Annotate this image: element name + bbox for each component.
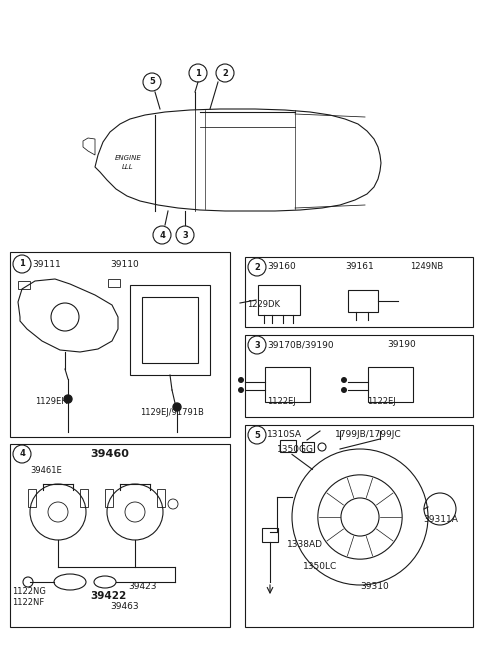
Text: 1: 1 [19, 260, 25, 269]
Text: 39422: 39422 [90, 591, 126, 601]
Circle shape [238, 377, 244, 383]
Bar [80, 489, 88, 507]
Text: 4: 4 [159, 231, 165, 240]
Text: 39170B/39190: 39170B/39190 [267, 340, 334, 349]
Bar [108, 279, 120, 287]
Text: 39160: 39160 [267, 262, 296, 271]
Bar [280, 440, 296, 452]
Text: 1799JB/1799JC: 1799JB/1799JC [335, 430, 402, 439]
Text: LLL: LLL [122, 164, 134, 170]
Text: 39310: 39310 [360, 582, 389, 591]
Bar [28, 489, 36, 507]
Text: 1350GG: 1350GG [277, 445, 314, 454]
Text: 39461E: 39461E [30, 466, 62, 475]
Text: 1338AD: 1338AD [287, 540, 323, 549]
Bar [348, 290, 378, 312]
Text: 39161: 39161 [345, 262, 374, 271]
Text: 3: 3 [254, 340, 260, 350]
Bar [368, 367, 413, 402]
Circle shape [341, 387, 347, 393]
Bar [262, 528, 278, 542]
Bar [258, 285, 300, 315]
Text: 5: 5 [149, 78, 155, 87]
Text: 39110: 39110 [110, 260, 139, 269]
Bar [18, 281, 30, 289]
Bar [10, 444, 230, 627]
Text: 2: 2 [254, 263, 260, 271]
Text: 1: 1 [195, 68, 201, 78]
Text: 39463: 39463 [110, 602, 139, 611]
Bar [245, 425, 473, 627]
Text: ENGINE: ENGINE [115, 155, 142, 161]
Bar [130, 285, 210, 375]
Text: 3: 3 [182, 231, 188, 240]
Text: 39423: 39423 [128, 582, 156, 591]
Text: 1129EJ/91791B: 1129EJ/91791B [140, 408, 204, 417]
Text: 39190: 39190 [387, 340, 416, 349]
Text: 39460: 39460 [90, 449, 129, 459]
Text: 1122NG: 1122NG [12, 587, 46, 596]
Text: 39111: 39111 [32, 260, 61, 269]
Text: 1122NF: 1122NF [12, 598, 44, 607]
Bar [302, 442, 314, 452]
Text: 1350LC: 1350LC [303, 562, 337, 571]
Text: 2: 2 [222, 68, 228, 78]
Text: 4: 4 [19, 449, 25, 459]
Circle shape [173, 403, 181, 411]
Text: 1229DK: 1229DK [247, 300, 280, 309]
Bar [157, 489, 165, 507]
Text: 1129EH: 1129EH [35, 397, 68, 406]
Circle shape [238, 387, 244, 393]
Text: 5: 5 [254, 430, 260, 440]
Text: 1310SA: 1310SA [267, 430, 302, 439]
Bar [245, 257, 473, 327]
Text: 1249NB: 1249NB [410, 262, 443, 271]
Bar [142, 297, 198, 363]
Circle shape [341, 377, 347, 383]
Text: 1122EJ: 1122EJ [367, 397, 396, 406]
Bar [245, 335, 473, 417]
Text: 39311A: 39311A [423, 515, 458, 524]
Bar [10, 252, 230, 437]
Bar [265, 367, 310, 402]
Bar [105, 489, 113, 507]
Text: 1122EJ: 1122EJ [267, 397, 296, 406]
Circle shape [64, 395, 72, 403]
